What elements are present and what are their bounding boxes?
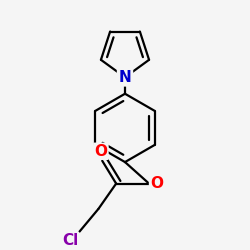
Text: Cl: Cl xyxy=(62,233,78,248)
Text: O: O xyxy=(150,176,163,191)
Text: N: N xyxy=(119,70,132,85)
Text: O: O xyxy=(94,144,108,159)
